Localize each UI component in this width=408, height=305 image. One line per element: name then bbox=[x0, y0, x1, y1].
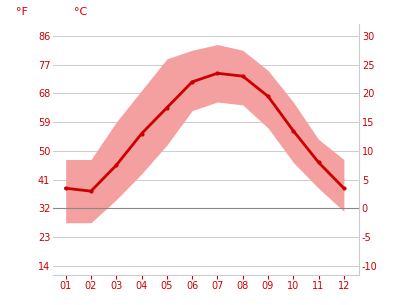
Text: °F: °F bbox=[16, 7, 28, 17]
Text: °C: °C bbox=[75, 7, 88, 17]
